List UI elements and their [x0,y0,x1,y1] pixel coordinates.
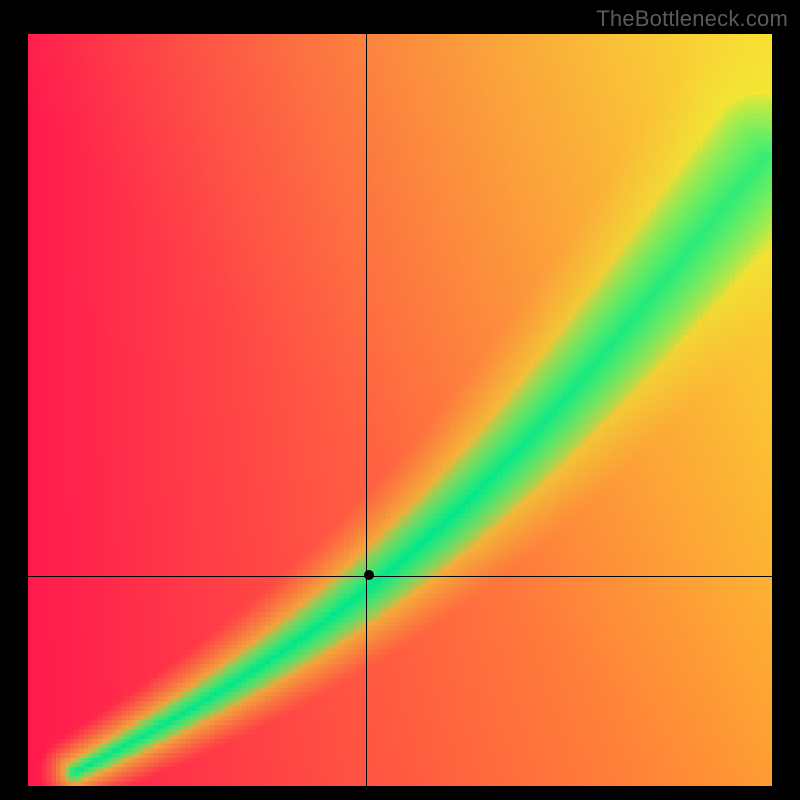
watermark-text: TheBottleneck.com [596,6,788,32]
chart-container: TheBottleneck.com [0,0,800,800]
crosshair-vertical [366,34,367,786]
crosshair-horizontal [28,576,772,577]
heatmap-plot [28,34,772,786]
heatmap-canvas [28,34,772,786]
crosshair-marker [364,570,374,580]
